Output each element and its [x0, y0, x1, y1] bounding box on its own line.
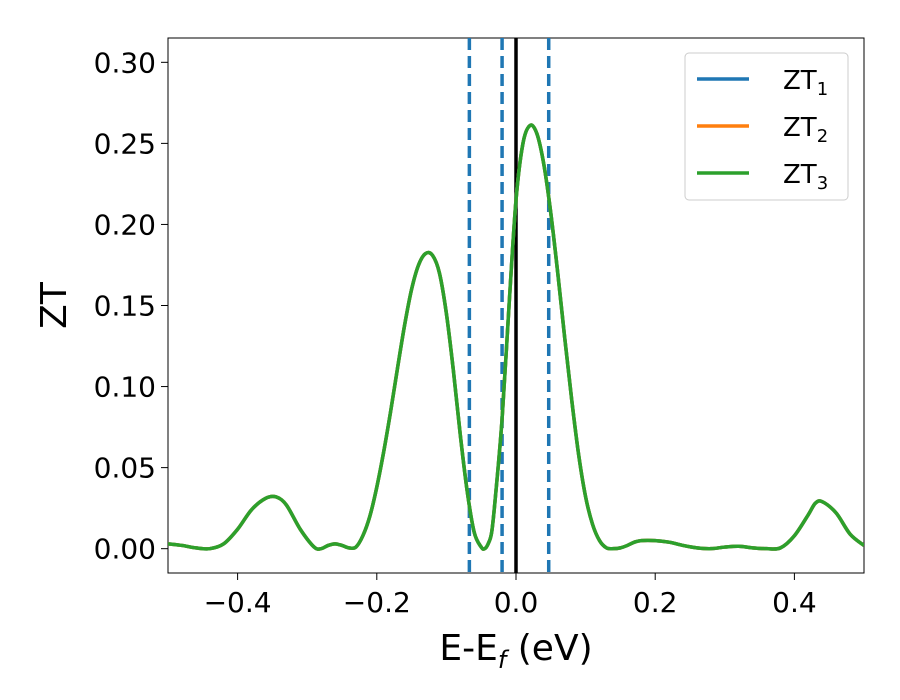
x-axis: −0.4 −0.2 0.0 0.2 0.4 [204, 573, 817, 619]
y-axis-label: ZT [34, 281, 75, 329]
legend-label-zt3: ZT3 [783, 160, 828, 194]
y-tick-label: 0.25 [94, 127, 156, 160]
y-tick-label: 0.05 [94, 452, 156, 485]
x-tick-label: 0.4 [772, 586, 817, 619]
legend: ZT1 ZT2 ZT3 [684, 52, 849, 201]
legend-label-zt2: ZT2 [783, 113, 828, 147]
y-tick-label: 0.15 [94, 290, 156, 323]
x-tick-label: −0.4 [204, 586, 272, 619]
y-tick-label: 0.30 [94, 46, 156, 79]
x-axis-label: E-Ef (eV) [439, 628, 592, 674]
series-line-zt3 [168, 123, 864, 551]
x-axis-label-main: E-E [439, 628, 497, 669]
plot-area [167, 37, 865, 574]
x-tick-label: 0.2 [633, 586, 678, 619]
y-tick-label: 0.20 [94, 208, 156, 241]
x-tick-label: −0.2 [343, 586, 411, 619]
y-tick-label: 0.10 [94, 371, 156, 404]
legend-box [684, 52, 849, 201]
y-tick-label: 0.00 [94, 533, 156, 566]
x-axis-label-unit: (eV) [506, 628, 592, 669]
legend-label-zt1: ZT1 [783, 66, 828, 100]
x-tick-label: 0.0 [494, 586, 539, 619]
y-axis: 0.00 0.05 0.10 0.15 0.20 0.25 0.30 [94, 46, 168, 566]
